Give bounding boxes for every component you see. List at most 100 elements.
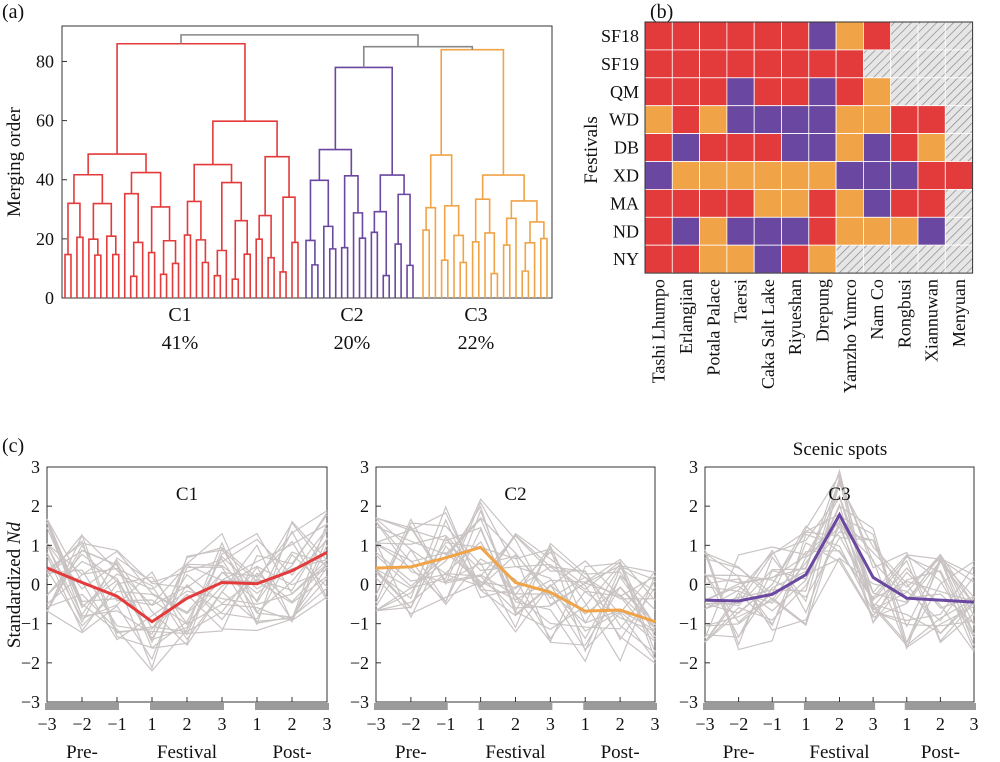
dendrogram-branch <box>162 239 177 275</box>
dendrogram-branch <box>373 210 388 276</box>
background-trajectory <box>46 518 328 641</box>
heatmap-cell <box>781 216 810 246</box>
heatmap-cell <box>753 133 782 162</box>
dendrogram-branch <box>67 202 81 255</box>
period-bar <box>150 703 224 710</box>
heatmap-cell <box>753 49 782 79</box>
heatmap-cell <box>917 21 946 51</box>
heatmap-cell <box>917 216 946 246</box>
heatmap-cell <box>671 161 700 190</box>
background-trajectory <box>375 517 656 629</box>
heatmap-cell <box>835 244 864 274</box>
heatmap-cell <box>808 244 837 274</box>
heatmap-cell <box>808 161 837 190</box>
heatmap-cell <box>753 161 782 190</box>
y-axis-label: Merging order <box>4 106 25 217</box>
heatmap-cell <box>944 21 973 51</box>
y-tick-label: 2 <box>689 496 698 516</box>
x-tick-label: 2 <box>616 714 625 734</box>
y-tick-label: 0 <box>360 575 369 595</box>
heatmap-cell <box>808 49 837 79</box>
heatmap-cell <box>671 105 700 134</box>
x-tick-label: 1 <box>476 714 485 734</box>
heatmap-cell <box>944 188 973 218</box>
dendrogram-branch <box>243 253 252 298</box>
heatmap-cell <box>781 105 810 134</box>
heatmap-cell <box>699 77 728 107</box>
dendrogram-branch <box>221 181 243 251</box>
period-label: Pre- <box>395 742 427 762</box>
heatmap-cell <box>671 188 700 218</box>
heatmap-cell <box>726 216 755 246</box>
x-tick-label: 2 <box>936 714 945 734</box>
y-tick-label: 3 <box>360 457 369 477</box>
heatmap-cell <box>944 133 973 162</box>
x-tick-label: 1 <box>801 714 810 734</box>
period-label: Pre- <box>723 742 755 762</box>
dendrogram-branch <box>212 120 278 165</box>
dendrogram-branch <box>358 237 367 298</box>
background-trajectory <box>704 494 975 646</box>
y-tick-label: 1 <box>31 535 40 555</box>
period-label: Festival <box>157 742 217 762</box>
x-tick-label: 2 <box>835 714 844 734</box>
dendrogram-branch <box>150 206 171 253</box>
heatmap-cell <box>726 77 755 107</box>
dendrogram-branch <box>231 278 240 298</box>
row-label: SF18 <box>601 26 639 46</box>
col-label: Tashi Lhumpo <box>649 279 669 383</box>
heatmap-cell <box>835 21 864 51</box>
dendrogram-branch <box>129 275 138 298</box>
heatmap-cell <box>644 21 673 51</box>
col-label: Caka Salt Lake <box>758 279 778 389</box>
period-bar <box>255 703 329 710</box>
heatmap-cell <box>726 188 755 218</box>
period-label: Pre- <box>66 742 98 762</box>
heatmap-cell <box>917 244 946 274</box>
x-tick-label: 3 <box>323 714 332 734</box>
col-label: Drepung <box>812 279 832 342</box>
y-axis-label: Festivals <box>581 116 602 184</box>
heatmap-cell <box>644 244 673 274</box>
background-trajectory <box>375 521 656 601</box>
x-tick-label: 1 <box>581 714 590 734</box>
dendrogram-branch <box>111 253 120 298</box>
background-trajectory <box>704 473 975 645</box>
y-tick-label: 0 <box>31 575 40 595</box>
heatmap-cell <box>699 21 728 51</box>
dendrogram-branch <box>282 196 296 272</box>
heatmap-cell <box>644 133 673 162</box>
heatmap-cell <box>944 77 973 107</box>
background-trajectory <box>46 549 328 670</box>
row-label: NY <box>613 249 639 269</box>
period-label: Festival <box>809 742 869 762</box>
dendrogram-branch <box>502 244 511 298</box>
dendrogram-branch <box>440 48 505 176</box>
heatmap-cell <box>644 49 673 79</box>
y-tick-label: −2 <box>350 653 369 673</box>
dendrogram-branch <box>394 243 402 298</box>
dendrogram-branch <box>323 225 334 298</box>
heatmap-cell <box>890 188 919 218</box>
background-trajectory <box>704 531 975 638</box>
panel-c-line-charts: (c) Scenic spots Standardized Nd C1 3 2 1 0 −1 −2… <box>2 435 979 762</box>
y-tick-label: 60 <box>36 111 54 131</box>
y-tick-label: 20 <box>36 229 54 249</box>
dendrogram-branch <box>311 264 319 298</box>
dendrogram-branch <box>213 274 222 298</box>
heatmap-cell <box>671 77 700 107</box>
heatmap-cell <box>753 21 782 51</box>
dendrogram-branch <box>484 232 496 298</box>
dendrogram-branch <box>459 261 468 298</box>
dendrogram-branch <box>106 235 117 298</box>
col-label: Potala Palace <box>703 279 723 375</box>
dendrogram-branch <box>382 274 391 298</box>
dendrogram-branch <box>123 192 139 298</box>
background-trajectory <box>46 519 328 633</box>
x-tick-label: −2 <box>729 714 748 734</box>
period-bar <box>703 703 775 710</box>
dendrogram-branch <box>171 262 180 298</box>
heatmap-cell <box>808 216 837 246</box>
heatmap-cell <box>644 188 673 218</box>
heatmap-cell <box>835 161 864 190</box>
